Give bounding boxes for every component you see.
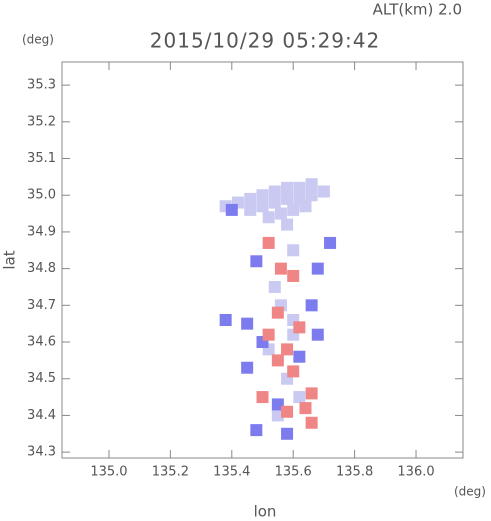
radar-pixel bbox=[305, 416, 318, 429]
radar-pixel bbox=[256, 391, 269, 404]
radar-pixel bbox=[299, 402, 312, 415]
radar-pixel bbox=[305, 178, 318, 191]
radar-pixel bbox=[281, 218, 294, 231]
plot-frame bbox=[61, 61, 464, 459]
radar-pixel bbox=[324, 236, 337, 249]
y-tick-label: 34.4 bbox=[27, 408, 56, 423]
radar-pixel bbox=[241, 361, 254, 374]
radar-pixel bbox=[281, 181, 294, 194]
radar-pixel bbox=[250, 255, 263, 268]
x-axis-label: lon bbox=[254, 503, 277, 521]
x-tick-label: 135.2 bbox=[152, 465, 189, 480]
altitude-label: ALT(km) 2.0 bbox=[373, 1, 462, 19]
y-tick-label: 34.9 bbox=[27, 224, 56, 239]
radar-pixel bbox=[281, 343, 294, 356]
x-tick-label: 135.6 bbox=[275, 465, 312, 480]
y-tick-label: 34.8 bbox=[27, 261, 56, 276]
y-axis-label: lat bbox=[1, 250, 19, 269]
y-tick-label: 35.1 bbox=[27, 151, 56, 166]
radar-pixel bbox=[219, 314, 232, 327]
radar-pixel bbox=[281, 427, 294, 440]
radar-pixel bbox=[305, 299, 318, 312]
chart-title: 2015/10/29 05:29:42 bbox=[150, 29, 380, 53]
y-tick-label: 35.2 bbox=[27, 114, 56, 129]
x-unit: (deg) bbox=[454, 485, 486, 499]
x-tick-label: 135.0 bbox=[90, 465, 127, 480]
radar-pixel bbox=[262, 236, 275, 249]
radar-pixel bbox=[256, 189, 269, 202]
x-tick-label: 135.8 bbox=[336, 465, 373, 480]
radar-pixel bbox=[262, 211, 275, 224]
radar-pixel bbox=[244, 203, 257, 216]
y-tick-label: 34.3 bbox=[27, 445, 56, 460]
radar-pixel bbox=[271, 398, 284, 411]
radar-pixel bbox=[241, 317, 254, 330]
y-tick-label: 34.7 bbox=[27, 298, 56, 313]
radar-pixel bbox=[287, 244, 300, 257]
radar-pixel bbox=[268, 280, 281, 293]
radar-pixel bbox=[287, 365, 300, 378]
radar-pixel bbox=[293, 350, 306, 363]
radar-pixel bbox=[256, 200, 269, 213]
x-tick-label: 136.0 bbox=[397, 465, 434, 480]
radar-pixel bbox=[274, 262, 287, 275]
radar-pixel bbox=[271, 306, 284, 319]
radar-pixel bbox=[293, 391, 306, 404]
radar-pixel bbox=[268, 196, 281, 209]
radar-pixel bbox=[271, 354, 284, 367]
radar-pixel bbox=[305, 387, 318, 400]
y-tick-label: 34.5 bbox=[27, 371, 56, 386]
radar-pixel bbox=[274, 207, 287, 220]
plot-area bbox=[219, 178, 337, 440]
radar-pixel bbox=[311, 328, 324, 341]
radar-pixel bbox=[305, 189, 318, 202]
y-tick-label: 34.6 bbox=[27, 335, 56, 350]
radar-pixel bbox=[262, 328, 275, 341]
radar-pixel bbox=[268, 185, 281, 198]
radar-pixel bbox=[293, 181, 306, 194]
radar-pixel bbox=[287, 269, 300, 282]
radar-pixel bbox=[293, 321, 306, 334]
radar-pixel bbox=[244, 192, 257, 205]
radar-pixel bbox=[317, 185, 330, 198]
radar-pixel bbox=[281, 192, 294, 205]
radar-pixel bbox=[281, 405, 294, 418]
y-unit: (deg) bbox=[22, 33, 54, 47]
radar-pixel bbox=[225, 203, 238, 216]
x-tick-label: 135.4 bbox=[213, 465, 250, 480]
radar-pixel bbox=[250, 424, 263, 437]
radar-pixel bbox=[299, 200, 312, 213]
radar-pixel bbox=[271, 409, 284, 422]
y-tick-label: 35.3 bbox=[27, 78, 56, 93]
radar-pixel bbox=[287, 203, 300, 216]
y-tick-label: 35.0 bbox=[27, 188, 56, 203]
radar-pixel bbox=[311, 262, 324, 275]
